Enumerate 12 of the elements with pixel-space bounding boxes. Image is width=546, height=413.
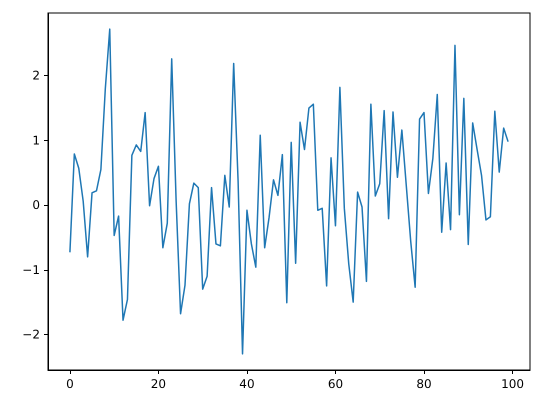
- x-tick-label: 20: [150, 377, 166, 391]
- y-tick-label: −1: [22, 262, 40, 277]
- line-series: [69, 28, 509, 355]
- x-tick-label: 40: [239, 377, 255, 391]
- x-tick-label: 100: [501, 377, 524, 391]
- y-tick-label: −2: [22, 327, 40, 342]
- y-tick-label: 2: [32, 68, 40, 83]
- x-tick-label: 0: [66, 377, 74, 391]
- x-tick-label: 60: [328, 377, 344, 391]
- x-tick-label: 80: [416, 377, 432, 391]
- y-tick-label: 1: [32, 133, 40, 148]
- y-tick-label: 0: [32, 198, 40, 212]
